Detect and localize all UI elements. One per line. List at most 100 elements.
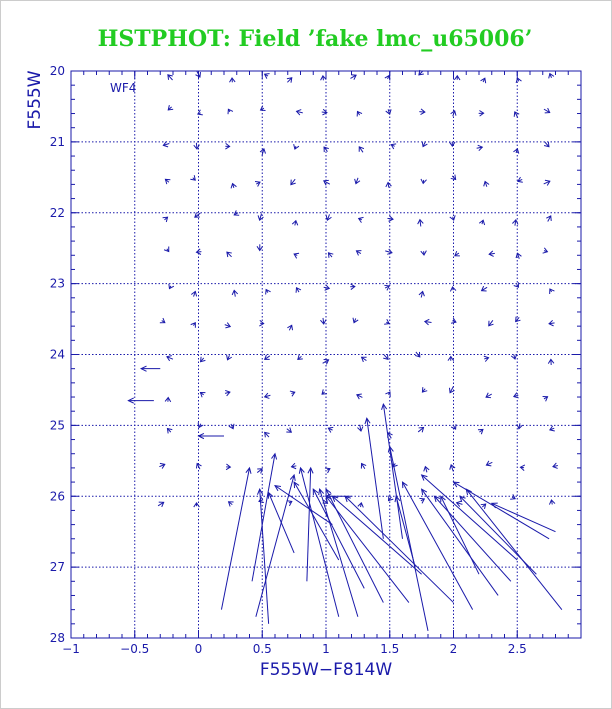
residual-vector-shaft [357,111,361,116]
residual-vector-shaft [356,250,362,255]
residual-vector [290,178,296,186]
residual-vector [164,178,171,185]
residual-vector [190,290,198,297]
displacement-vector [298,466,340,617]
residual-vector [295,109,303,116]
x-tick-label: 1.5 [380,642,399,656]
displacement-vector [127,397,154,404]
residual-vector-shaft [386,321,390,325]
displacement-vector [433,495,512,582]
residual-vector [480,285,488,292]
residual-vector-shaft [543,180,551,185]
residual-vector [449,286,457,292]
residual-vector-shaft [482,503,487,508]
residual-vector-head [384,284,391,291]
residual-vector-shaft [392,463,396,468]
residual-vector [414,351,421,358]
displacement-vector [274,484,333,526]
residual-vector [193,142,200,150]
residual-vector [420,250,427,256]
residual-vector-shaft [288,500,293,504]
vector-shaft [332,495,422,575]
residual-vector [226,251,232,258]
vector-shaft [421,488,499,596]
vector-shaft [421,474,518,561]
residual-vector [295,286,302,293]
vector-head [325,488,332,496]
residual-vector-shaft [258,499,264,502]
residual-vector-shaft [157,501,164,507]
residual-vector-shaft [296,110,303,114]
residual-vector [229,77,236,83]
residual-vector-shaft [232,183,235,188]
residual-vector-shaft [419,219,422,227]
residual-vector [387,432,393,439]
residual-vector [168,283,175,290]
residual-vector [450,109,457,117]
residual-vector-shaft [193,291,196,297]
residual-vector [513,111,520,118]
residual-vector [228,423,235,430]
residual-vector [548,319,555,327]
residual-vector [455,500,463,507]
residual-vector [358,146,365,153]
residual-vector [383,354,389,360]
vector-head [433,495,441,503]
residual-vector [419,497,426,504]
residual-vector [384,284,391,291]
residual-vector [224,389,231,397]
residual-vector [513,147,520,154]
residual-vector [516,423,523,430]
residual-vector [259,147,266,156]
vector-shaft [312,488,365,589]
residual-vector [476,144,484,152]
vector-head [364,417,371,425]
residual-vector [352,317,359,324]
residual-vector [360,462,367,470]
residual-vector-shaft [552,464,558,468]
residual-vector [417,218,424,227]
residual-vector-shaft [516,284,519,288]
residual-vector-shaft [287,77,293,83]
residual-vector [233,210,240,216]
vector-head [324,493,332,500]
residual-vector [166,355,174,362]
residual-vector [320,317,327,325]
residual-vector [510,354,518,360]
residual-vector [454,250,460,257]
residual-vector-shaft [322,499,328,504]
residual-vector-shaft [196,463,201,470]
residual-vector-shaft [424,466,428,473]
residual-vector [324,467,331,474]
residual-vector [297,354,303,360]
residual-vector-shaft [161,320,166,324]
residual-vector-shaft [261,148,265,156]
vector-head [465,488,472,496]
residual-vector-shaft [322,317,325,325]
residual-vector [450,317,457,324]
displacement-vector [420,474,518,561]
residual-vector [513,392,519,399]
residual-vector-shaft [484,181,488,187]
vector-head [267,491,274,499]
residual-vector-shaft [260,107,265,111]
vector-shaft [220,467,250,610]
residual-vector [385,109,392,116]
residual-vector-shaft [514,219,517,226]
vector-head [197,432,205,440]
x-tick-label: 2.5 [508,642,527,656]
residual-vector [488,250,495,257]
residual-vector [477,428,484,435]
residual-vector [417,426,425,433]
residual-vector [517,176,523,183]
residual-vector [322,498,329,504]
residual-vector-shaft [291,391,295,394]
x-tick-label: −0.5 [120,642,149,656]
residual-vector-shaft [353,318,357,323]
residual-vector [157,501,165,508]
residual-vector-shaft [196,251,202,253]
residual-vector-shaft [387,109,391,115]
y-tick-label: 24 [50,348,65,362]
y-tick-labels: 20 21 22 23 24 25 26 27 28 [50,64,65,645]
x-tick-label: 1 [322,642,330,656]
